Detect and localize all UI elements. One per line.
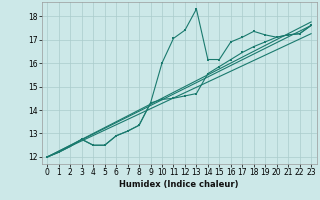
X-axis label: Humidex (Indice chaleur): Humidex (Indice chaleur) xyxy=(119,180,239,189)
